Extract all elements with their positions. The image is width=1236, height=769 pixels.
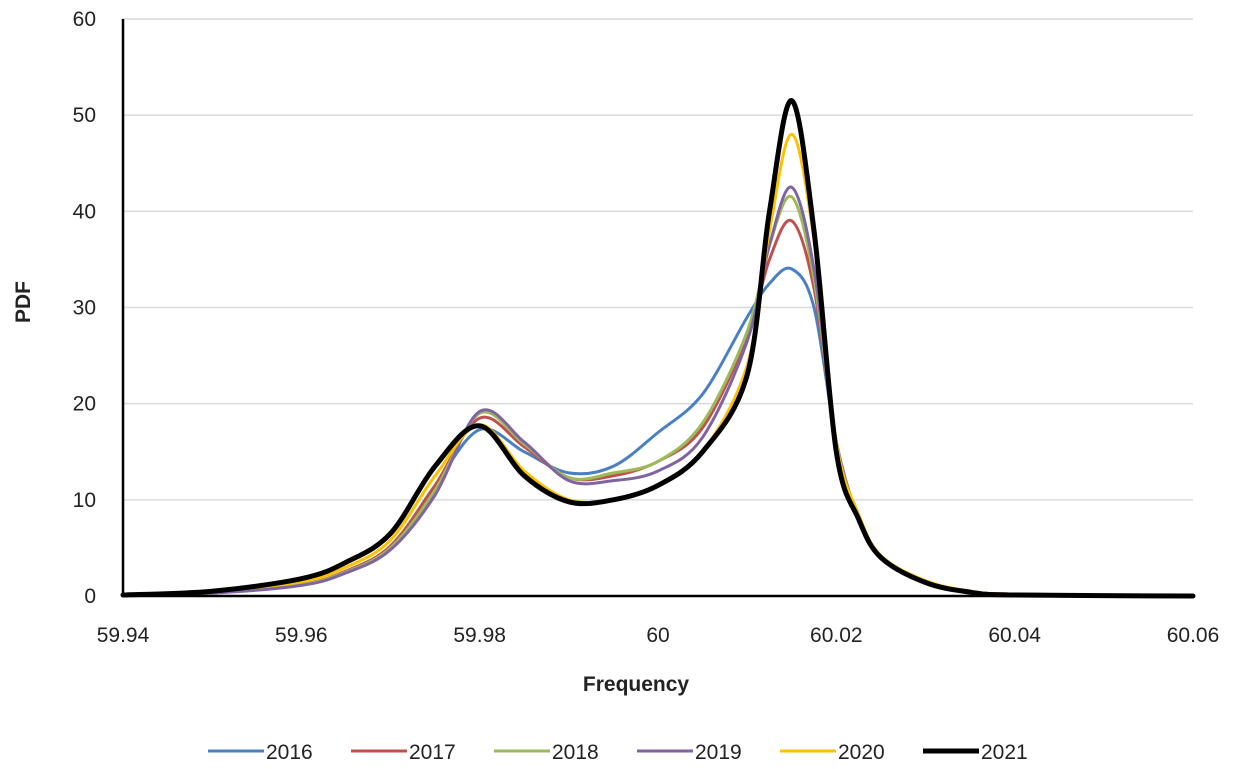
y-tick-label: 60	[73, 8, 96, 31]
legend-label-2021: 2021	[981, 741, 1028, 764]
series-line-2019	[121, 185, 1195, 598]
y-tick-label: 0	[84, 585, 96, 608]
y-tick-label: 50	[73, 104, 96, 127]
legend-label-2016: 2016	[266, 741, 313, 764]
legend: 2016 2017 2018 2019 2020 2021	[208, 741, 1028, 764]
legend-label-2020: 2020	[838, 741, 885, 764]
series-layer	[120, 98, 1196, 599]
y-tick-label: 20	[73, 393, 96, 416]
legend-label-2017: 2017	[409, 741, 456, 764]
x-tick-label: 59.96	[275, 624, 328, 647]
x-tick-label: 60.06	[1167, 624, 1220, 647]
series-line-2018	[121, 194, 1195, 598]
y-tick-label: 10	[73, 489, 96, 512]
legend-label-2019: 2019	[695, 741, 742, 764]
gridlines	[123, 18, 1193, 501]
x-tick-label: 60.02	[810, 624, 863, 647]
x-tick-label: 60.04	[988, 624, 1041, 647]
x-tick-label: 59.98	[453, 624, 506, 647]
legend-label-2018: 2018	[552, 741, 599, 764]
y-tick-label: 30	[73, 297, 96, 320]
y-axis-title: PDF	[12, 281, 35, 323]
x-tick-label: 59.94	[97, 624, 150, 647]
series-line-2021	[120, 98, 1196, 599]
x-axis-title: Frequency	[583, 673, 690, 696]
series-line-2017	[121, 218, 1195, 598]
x-axis-ticks: 59.94 59.96 59.98 60 60.02 60.04 60.06	[97, 624, 1220, 647]
x-tick-label: 60	[646, 624, 669, 647]
series-line-2020	[121, 132, 1195, 598]
y-tick-label: 40	[73, 200, 96, 223]
y-axis-ticks: 0 10 20 30 40 50 60	[73, 8, 96, 608]
series-line-2016	[121, 266, 1195, 598]
